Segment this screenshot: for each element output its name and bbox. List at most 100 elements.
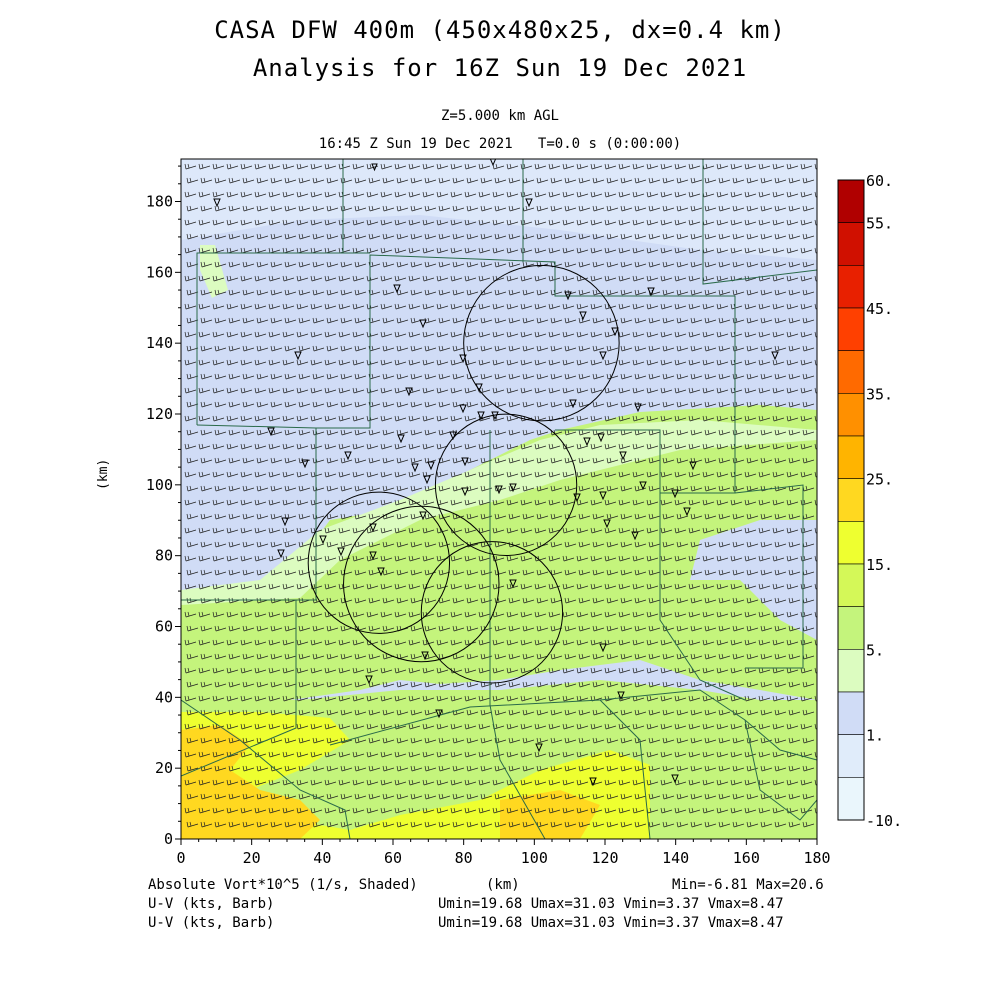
range-ring — [420, 541, 564, 684]
y-tick-label: 140 — [146, 334, 173, 352]
y-tick-label: 160 — [146, 263, 173, 281]
station-marker — [535, 743, 543, 753]
station-markers — [213, 159, 779, 787]
x-tick-label: 120 — [591, 849, 618, 867]
station-marker — [603, 519, 611, 529]
county-line — [599, 699, 651, 839]
time-label: 16:45 Z Sun 19 Dec 2021 T=0.0 s (0:00:00… — [318, 136, 682, 152]
station-marker — [475, 383, 483, 393]
station-marker — [459, 404, 467, 414]
colorbar-label: 1. — [866, 727, 884, 745]
station-marker — [337, 547, 345, 557]
station-marker — [599, 351, 607, 361]
station-marker — [583, 437, 591, 447]
station-marker — [599, 491, 607, 501]
colorbar-swatch — [837, 478, 865, 522]
y-tick-label: 80 — [155, 547, 173, 565]
station-marker — [419, 511, 427, 521]
colorbar-swatch — [837, 777, 865, 821]
station-marker — [377, 567, 385, 577]
shading-positive-5-lower — [181, 680, 817, 839]
station-marker — [281, 517, 289, 527]
station-marker — [411, 463, 419, 473]
colorbar-swatch — [837, 393, 865, 437]
station-marker — [267, 427, 275, 437]
station-marker — [611, 327, 619, 337]
y-tick-label: 120 — [146, 405, 173, 423]
colorbar-frame — [837, 179, 865, 821]
county-line — [181, 699, 351, 839]
station-marker — [569, 399, 577, 409]
county-line — [329, 689, 817, 761]
county-line — [181, 254, 736, 601]
colorbar-label: 15. — [866, 556, 893, 574]
county-line — [734, 484, 804, 669]
colorbar-swatch — [837, 563, 865, 607]
station-marker — [371, 163, 378, 172]
colorbar-swatch — [837, 521, 865, 565]
county-line — [744, 719, 817, 821]
station-marker — [683, 507, 691, 517]
colorbar-swatch — [837, 649, 865, 693]
county-boundaries — [181, 159, 817, 839]
station-marker — [771, 351, 779, 361]
county-line — [196, 424, 317, 429]
vector-stats-1: Umin=19.68 Umax=31.03 Vmin=3.37 Vmax=8.4… — [438, 896, 784, 912]
station-marker — [631, 531, 639, 541]
vorticity-shading — [181, 159, 817, 839]
title-line-2: Analysis for 16Z Sun 19 Dec 2021 — [252, 54, 748, 82]
y-tick-label: 100 — [146, 476, 173, 494]
station-marker — [423, 475, 431, 485]
station-marker — [397, 434, 405, 444]
vector-label-2: U-V (kts, Barb) — [148, 915, 275, 931]
station-marker — [405, 387, 413, 397]
station-marker — [579, 311, 587, 321]
x-tick-label: 20 — [243, 849, 261, 867]
station-marker — [435, 709, 443, 719]
radar-range-rings — [307, 264, 620, 684]
range-ring — [307, 491, 451, 634]
station-marker — [369, 551, 377, 561]
station-marker — [213, 198, 221, 208]
colorbar-label: 55. — [866, 215, 893, 233]
station-marker — [393, 284, 401, 294]
colorbar-swatch — [837, 691, 865, 735]
shading-light-green-2 — [200, 245, 228, 298]
vector-label-1: U-V (kts, Barb) — [148, 896, 275, 912]
wind-barb-field — [184, 163, 817, 828]
colorbar-label: -10. — [866, 812, 902, 830]
station-marker — [589, 777, 597, 787]
station-marker — [617, 691, 625, 701]
field-minmax: Min=-6.81 Max=20.6 — [672, 877, 824, 893]
station-marker — [619, 451, 627, 461]
station-marker — [421, 651, 429, 661]
colorbar-label: 25. — [866, 471, 893, 489]
station-marker — [671, 774, 679, 784]
station-marker — [495, 485, 503, 495]
station-marker — [639, 481, 647, 491]
colorbar-swatch — [837, 435, 865, 479]
station-marker — [599, 643, 607, 653]
y-axis-label: (km) — [96, 458, 111, 490]
y-tick-label: 60 — [155, 618, 173, 636]
y-tick-label: 40 — [155, 688, 173, 706]
station-marker — [344, 451, 352, 461]
station-marker — [449, 431, 457, 441]
x-tick-label: 0 — [176, 849, 185, 867]
x-tick-label: 160 — [733, 849, 760, 867]
wind-barbs — [184, 163, 817, 828]
shading-light-green — [181, 420, 817, 605]
title-line-1: CASA DFW 400m (450x480x25, dx=0.4 km) — [214, 16, 786, 44]
y-tick-label: 20 — [155, 759, 173, 777]
colorbar-swatch — [837, 734, 865, 778]
station-marker — [419, 319, 427, 329]
colorbar-swatch — [837, 606, 865, 650]
station-marker — [459, 354, 467, 364]
station-marker — [573, 493, 581, 503]
x-tick-label: 140 — [662, 849, 689, 867]
colorbar-swatch — [837, 179, 865, 223]
station-marker — [564, 291, 572, 301]
x-axis: 0 20 40 60 80 100 120 140 160 180 — [176, 839, 831, 867]
vector-stats-2: Umin=19.68 Umax=31.03 Vmin=3.37 Vmax=8.4… — [438, 915, 784, 931]
